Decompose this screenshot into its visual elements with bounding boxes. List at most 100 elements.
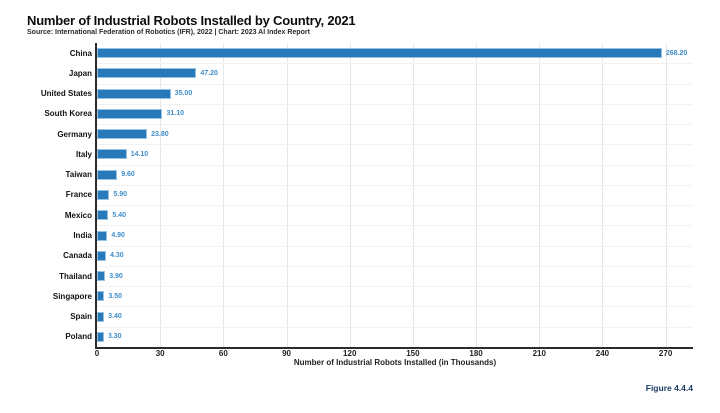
value-label: 14.10 <box>130 150 149 158</box>
vertical-gridline <box>476 43 478 347</box>
bar <box>97 108 163 119</box>
value-label: 3.40 <box>108 313 122 321</box>
bar-track: 4.30 <box>97 246 124 266</box>
category-label: Germany <box>57 129 92 139</box>
bar-row: South Korea 31.10 <box>0 104 720 124</box>
category-label: Spain <box>70 312 92 322</box>
bar <box>97 149 127 160</box>
bar-row: Taiwan 9.60 <box>0 165 720 185</box>
x-axis-line <box>95 347 693 349</box>
value-label: 4.30 <box>110 252 124 260</box>
bar <box>97 169 118 180</box>
vertical-gridline <box>412 43 414 347</box>
bar-row: Spain 3.40 <box>0 306 720 326</box>
horizontal-gridline <box>97 225 693 227</box>
bar-track: 5.40 <box>97 205 126 225</box>
bar-track: 3.40 <box>97 306 122 326</box>
figure-label: Figure 4.4.4 <box>645 383 693 393</box>
bar <box>97 88 171 99</box>
bar-row: Italy 14.10 <box>0 144 720 164</box>
value-label: 47.20 <box>200 69 218 77</box>
category-label: China <box>69 48 92 58</box>
category-label: United States <box>40 89 92 99</box>
horizontal-gridline <box>97 326 693 328</box>
bar-row: China 268.20 <box>0 43 720 63</box>
category-label: Canada <box>63 251 92 261</box>
bar <box>97 48 662 59</box>
x-tick-label: 30 <box>155 349 165 358</box>
x-tick-label: 210 <box>532 349 546 358</box>
bar-row: Mexico 5.40 <box>0 205 720 225</box>
value-label: 3.50 <box>108 292 122 300</box>
bar-track: 5.90 <box>97 185 127 205</box>
bar-row: United States 35.00 <box>0 84 720 104</box>
bar <box>97 311 105 322</box>
bar <box>97 189 110 200</box>
bar-track: 31.10 <box>97 104 184 124</box>
bar-track: 268.20 <box>97 43 687 63</box>
category-label: Poland <box>65 332 92 342</box>
bar <box>97 230 108 241</box>
horizontal-gridline <box>97 245 693 247</box>
value-label: 5.90 <box>113 191 128 199</box>
value-label: 5.40 <box>112 211 126 219</box>
bar-row: France 5.90 <box>0 185 720 205</box>
bar <box>97 210 109 221</box>
value-label: 23.80 <box>151 130 169 138</box>
category-label: India <box>73 231 92 241</box>
value-label: 35.00 <box>174 90 193 98</box>
horizontal-gridline <box>97 83 693 85</box>
category-label: Mexico <box>64 210 92 220</box>
bar-track: 3.30 <box>97 327 122 347</box>
value-label: 9.60 <box>121 171 135 179</box>
bar-row: Germany 23.80 <box>0 124 720 144</box>
bar-track: 9.60 <box>97 165 135 185</box>
value-label: 4.90 <box>111 232 125 240</box>
bar-row: Thailand 3.90 <box>0 266 720 286</box>
x-tick-label: 180 <box>469 349 483 358</box>
category-label: France <box>65 190 92 200</box>
x-tick-label: 60 <box>218 349 228 358</box>
x-tick-label: 120 <box>343 349 357 358</box>
bar-row: Poland 3.30 <box>0 327 720 347</box>
vertical-gridline <box>539 43 541 347</box>
vertical-gridline <box>223 43 225 347</box>
bar-row: Canada 4.30 <box>0 246 720 266</box>
bar-row: India 4.90 <box>0 225 720 245</box>
bar-track: 35.00 <box>97 84 192 104</box>
bar-track: 23.80 <box>97 124 169 144</box>
horizontal-gridline <box>97 205 693 207</box>
bar <box>97 250 107 261</box>
horizontal-gridline <box>97 265 693 267</box>
category-label: South Korea <box>44 109 92 119</box>
value-label: 3.90 <box>109 272 123 280</box>
bar-row: Singapore 3.50 <box>0 286 720 306</box>
horizontal-gridline <box>97 184 693 186</box>
x-tick-label: 150 <box>406 349 420 358</box>
horizontal-gridline <box>97 306 693 308</box>
category-label: Singapore <box>52 291 92 301</box>
bar <box>97 68 197 79</box>
bar <box>97 291 105 302</box>
chart-title: Number of Industrial Robots Installed by… <box>27 13 356 28</box>
bar <box>97 129 148 140</box>
bar-row: Japan 47.20 <box>0 63 720 83</box>
x-tick-label: 0 <box>94 349 100 358</box>
horizontal-gridline <box>97 103 693 105</box>
value-label: 268.20 <box>665 49 688 57</box>
category-label: Japan <box>68 68 92 78</box>
chart-subtitle: Source: International Federation of Robo… <box>27 29 310 36</box>
x-axis-title: Number of Industrial Robots Installed (i… <box>293 358 497 367</box>
bar-track: 47.20 <box>97 63 218 83</box>
x-tick-label: 90 <box>282 349 291 358</box>
vertical-gridline <box>286 43 288 347</box>
bar-track: 3.50 <box>97 286 122 306</box>
x-tick-label: 240 <box>595 349 610 358</box>
category-label: Italy <box>75 149 92 159</box>
horizontal-gridline <box>97 144 693 146</box>
bar <box>97 331 104 342</box>
vertical-gridline <box>160 43 162 347</box>
bar-track: 14.10 <box>97 144 148 164</box>
